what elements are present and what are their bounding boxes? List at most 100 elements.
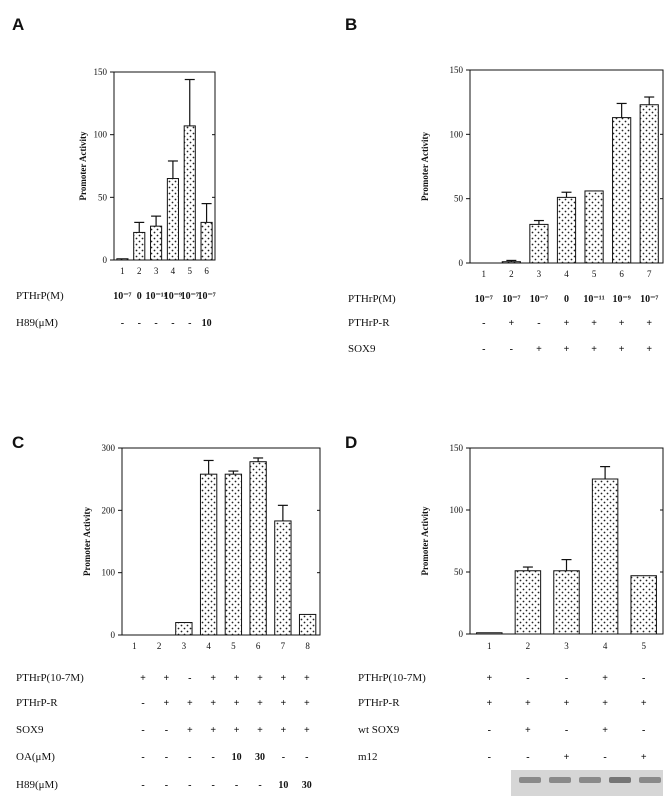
x-tick-label: 6 bbox=[256, 641, 261, 651]
condition-row-label: H89(μM) bbox=[16, 317, 58, 329]
panel-label: C bbox=[12, 433, 24, 452]
condition-cell: - bbox=[138, 318, 141, 329]
condition-cell: 10⁻⁷ bbox=[530, 294, 548, 305]
condition-cell: - bbox=[165, 752, 168, 763]
x-tick-label: 7 bbox=[281, 641, 286, 651]
condition-cell: + bbox=[164, 698, 170, 709]
bar bbox=[556, 196, 577, 264]
y-tick-label: 100 bbox=[102, 568, 116, 578]
condition-cell: - bbox=[305, 752, 308, 763]
condition-cell: + bbox=[646, 318, 652, 329]
condition-cell: 30 bbox=[255, 752, 265, 763]
condition-cell: + bbox=[281, 673, 287, 684]
condition-cell: + bbox=[564, 344, 570, 355]
bar bbox=[183, 125, 196, 261]
condition-cell: - bbox=[141, 698, 144, 709]
condition-cell: + bbox=[646, 344, 652, 355]
bar bbox=[501, 261, 521, 264]
y-tick-label: 300 bbox=[102, 443, 116, 453]
x-tick-label: 3 bbox=[182, 641, 187, 651]
y-tick-label: 50 bbox=[454, 194, 464, 204]
condition-cell: - bbox=[188, 318, 191, 329]
condition-cell: + bbox=[281, 725, 287, 736]
condition-cell: + bbox=[281, 698, 287, 709]
condition-row-label: PTHrP-R bbox=[348, 317, 390, 329]
condition-row-label: PTHrP(M) bbox=[348, 293, 396, 305]
plot-frame bbox=[121, 447, 321, 636]
condition-cell: - bbox=[526, 673, 529, 684]
condition-cell: 10⁻⁷ bbox=[113, 291, 131, 302]
y-axis-label: Promoter Activity bbox=[420, 132, 430, 201]
x-tick-label: 2 bbox=[526, 641, 531, 651]
condition-cell: 10⁻¹¹ bbox=[145, 291, 166, 302]
x-tick-label: 4 bbox=[206, 641, 211, 651]
x-tick-label: 4 bbox=[171, 266, 176, 276]
x-tick-label: 5 bbox=[592, 269, 597, 279]
condition-cell: 10⁻⁷ bbox=[197, 291, 215, 302]
y-axis-label: Promoter Activity bbox=[420, 506, 430, 575]
condition-cell: 10⁻⁷ bbox=[640, 294, 658, 305]
bar bbox=[476, 632, 503, 635]
condition-cell: - bbox=[235, 780, 238, 791]
condition-cell: - bbox=[212, 780, 215, 791]
x-tick-label: 1 bbox=[487, 641, 492, 651]
bar bbox=[175, 622, 193, 636]
bar bbox=[630, 575, 657, 635]
condition-row-label: PTHrP-R bbox=[16, 697, 58, 709]
condition-cell: + bbox=[234, 673, 240, 684]
plot-frame bbox=[113, 71, 216, 261]
gel-band bbox=[519, 777, 541, 783]
x-tick-label: 5 bbox=[188, 266, 193, 276]
y-tick-label: 0 bbox=[103, 255, 108, 265]
bar bbox=[584, 190, 604, 264]
condition-cell: 30 bbox=[302, 780, 312, 791]
x-tick-label: 1 bbox=[120, 266, 125, 276]
condition-row-label: OA(μM) bbox=[16, 751, 55, 763]
x-tick-label: 2 bbox=[157, 641, 162, 651]
bar bbox=[133, 231, 146, 261]
condition-cell: - bbox=[526, 752, 529, 763]
condition-cell: - bbox=[565, 673, 568, 684]
condition-cell: - bbox=[482, 344, 485, 355]
condition-cell: - bbox=[188, 780, 191, 791]
condition-cell: - bbox=[537, 318, 540, 329]
x-tick-label: 5 bbox=[231, 641, 236, 651]
condition-cell: + bbox=[486, 698, 492, 709]
condition-cell: + bbox=[602, 698, 608, 709]
bar bbox=[514, 570, 542, 635]
bar bbox=[150, 225, 163, 261]
condition-cell: - bbox=[141, 752, 144, 763]
condition-cell: 10 bbox=[202, 318, 212, 329]
condition-cell: - bbox=[141, 780, 144, 791]
x-tick-label: 1 bbox=[132, 641, 137, 651]
condition-row-label: H89(μM) bbox=[16, 779, 58, 791]
condition-cell: + bbox=[641, 752, 647, 763]
bar bbox=[274, 520, 292, 636]
condition-cell: 10⁻⁹ bbox=[164, 291, 182, 302]
bar bbox=[249, 461, 267, 636]
x-tick-label: 4 bbox=[564, 269, 569, 279]
bar bbox=[224, 473, 243, 636]
condition-cell: + bbox=[187, 698, 193, 709]
condition-cell: - bbox=[188, 673, 191, 684]
panel-label: A bbox=[12, 15, 24, 34]
panel-b: B Promoter Activity 0 50 100 150 1 2 3 4 5 6 7 PTHrP(… bbox=[345, 15, 664, 355]
y-tick-label: 0 bbox=[459, 629, 464, 639]
condition-cell: + bbox=[304, 698, 310, 709]
condition-row-label: m12 bbox=[358, 751, 378, 763]
x-tick-label: 4 bbox=[603, 641, 608, 651]
condition-cell: + bbox=[525, 725, 531, 736]
y-tick-label: 100 bbox=[94, 130, 108, 140]
condition-row-label: PTHrP(M) bbox=[16, 290, 64, 302]
condition-cell: + bbox=[257, 698, 263, 709]
x-tick-label: 1 bbox=[482, 269, 487, 279]
condition-cell: 10⁻⁷ bbox=[475, 294, 493, 305]
gel-band bbox=[609, 777, 631, 783]
condition-cell: + bbox=[564, 698, 570, 709]
condition-row-label: SOX9 bbox=[348, 343, 376, 355]
y-tick-label: 150 bbox=[450, 443, 464, 453]
bar bbox=[200, 221, 213, 261]
condition-cell: + bbox=[210, 698, 216, 709]
condition-row-label: PTHrP(10-7M) bbox=[16, 672, 84, 684]
